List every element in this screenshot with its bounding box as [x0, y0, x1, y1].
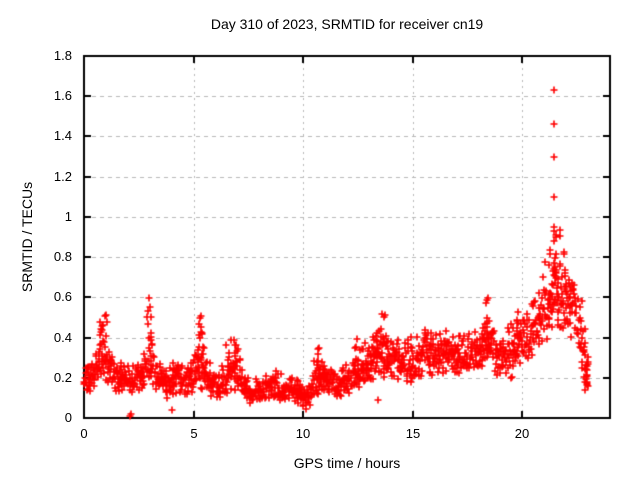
y-tick-label: 1.4: [53, 128, 72, 143]
y-tick-label: 1: [64, 209, 72, 224]
chart-title: Day 310 of 2023, SRMTID for receiver cn1…: [210, 16, 484, 32]
y-tick-label: 0.2: [53, 370, 72, 385]
y-tick-label: 1.8: [53, 48, 72, 63]
y-tick-label: 1.6: [53, 88, 72, 103]
x-tick-label: 20: [514, 426, 530, 441]
x-tick-label: 10: [295, 426, 311, 441]
y-tick-label: 0.6: [53, 289, 72, 304]
x-axis-title: GPS time / hours: [293, 455, 401, 471]
y-tick-label: 1.2: [53, 169, 72, 184]
x-tick-label: 0: [80, 426, 88, 441]
y-tick-label: 0.8: [53, 249, 72, 264]
x-tick-label: 5: [190, 426, 198, 441]
y-axis-title: SRMTID / TECUs: [19, 181, 35, 293]
y-tick-label: 0.4: [53, 330, 72, 345]
x-tick-label: 15: [405, 426, 421, 441]
y-tick-label: 0: [64, 410, 72, 425]
